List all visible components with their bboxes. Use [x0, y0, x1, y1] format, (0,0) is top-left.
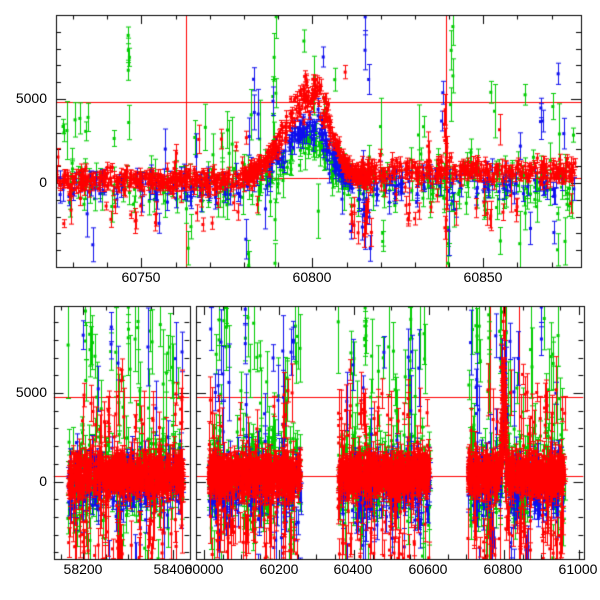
y-tick-label: 5000: [15, 384, 47, 400]
x-tick-label: 60200: [259, 561, 299, 577]
x-tick-label: 60800: [292, 269, 332, 285]
x-tick-label: 60850: [463, 269, 503, 285]
y-tick-label: 0: [39, 174, 47, 190]
y-tick-label: 0: [39, 473, 47, 489]
top-panel-plot-area[interactable]: [56, 15, 581, 267]
x-tick-label: 60000: [184, 561, 224, 577]
x-tick-label: 60800: [483, 561, 523, 577]
x-tick-label: 58200: [63, 561, 103, 577]
x-tick-label: 61000: [558, 561, 598, 577]
x-tick-label: 60400: [333, 561, 373, 577]
x-tick-label: 60600: [408, 561, 448, 577]
y-tick-label: 5000: [15, 90, 47, 106]
bottom-panel-plot-area[interactable]: [53, 306, 584, 559]
x-tick-label: 60750: [121, 269, 161, 285]
x-tick-label: 58400: [153, 561, 193, 577]
